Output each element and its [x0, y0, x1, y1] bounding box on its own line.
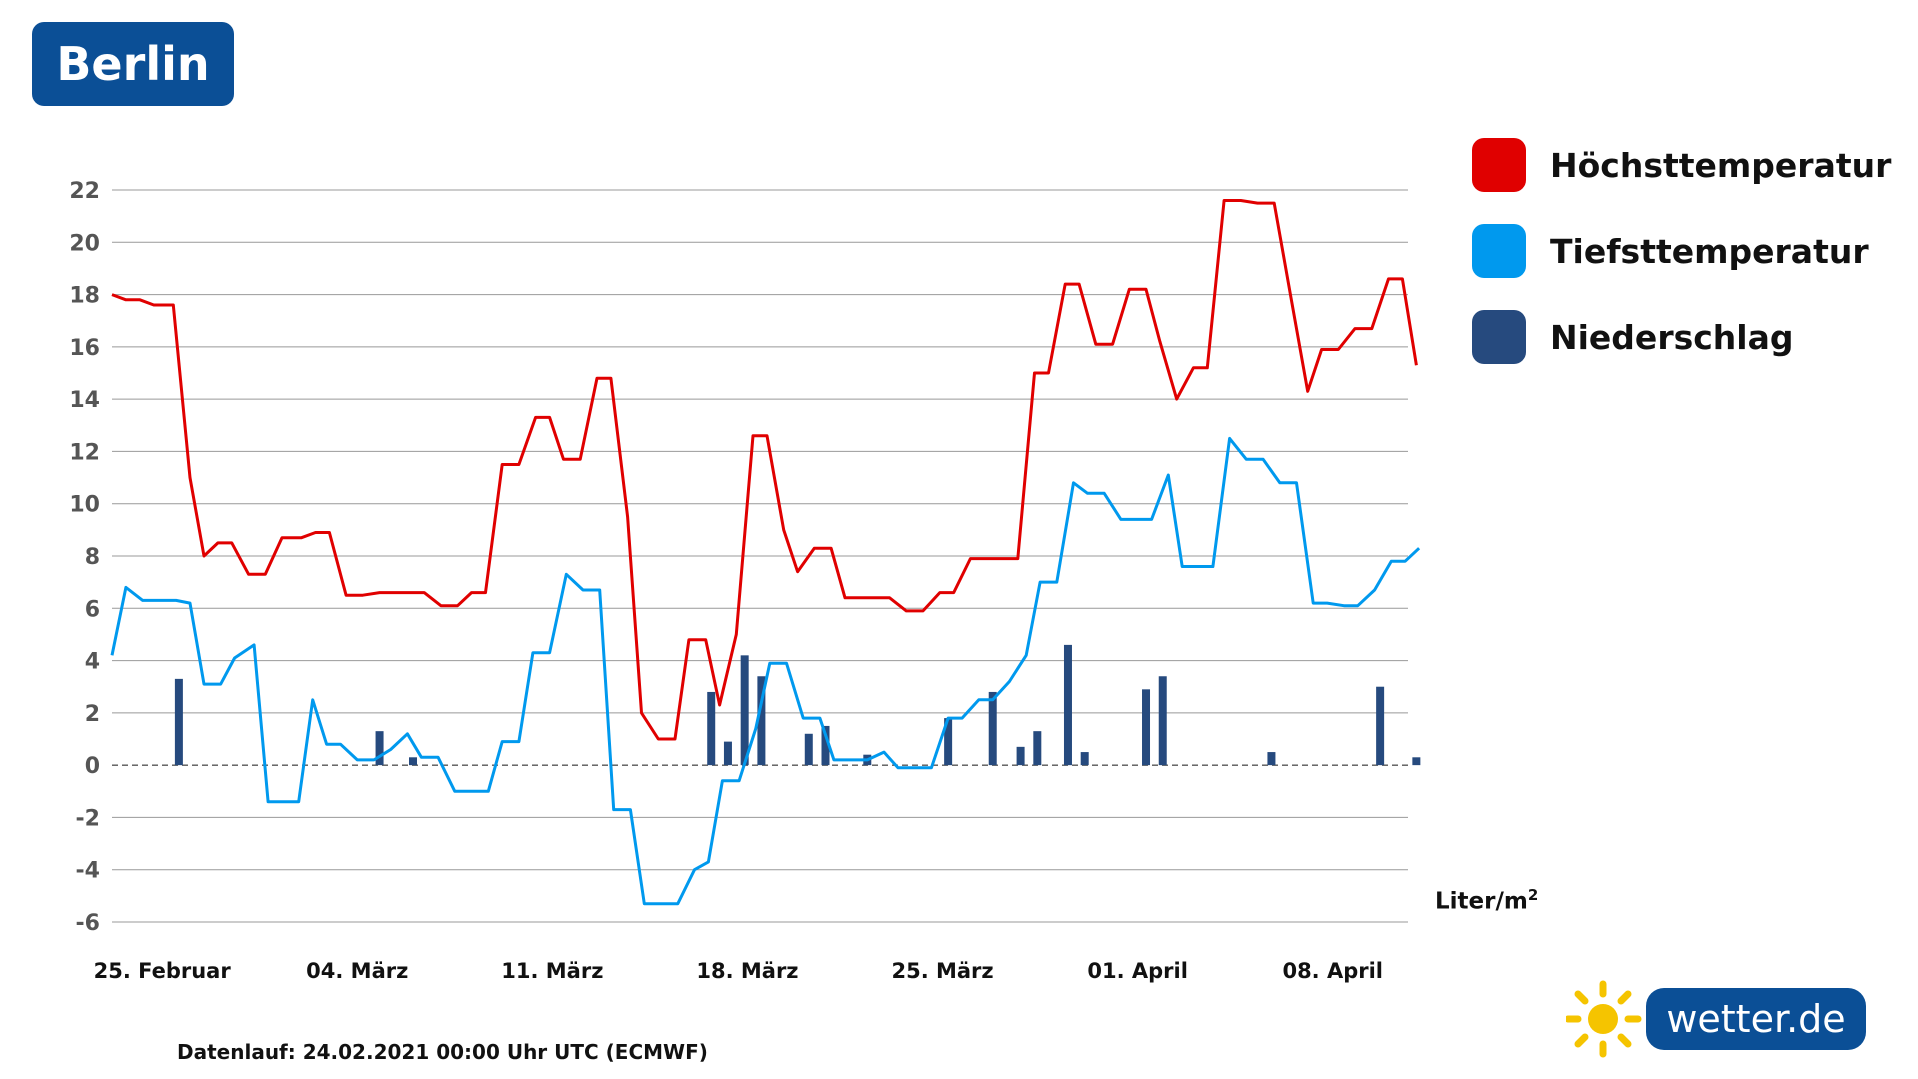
precipitation-bars — [174, 644, 1421, 766]
precip-bar — [1158, 676, 1167, 766]
legend-swatch-min-temp — [1472, 224, 1526, 278]
y-tick-label: -6 — [76, 911, 100, 936]
precip-bar — [1033, 731, 1042, 766]
legend-swatch-precip — [1472, 310, 1526, 364]
y-tick-label: 20 — [69, 231, 100, 256]
x-tick-label: 25. März — [891, 959, 993, 983]
min-temp-line — [110, 436, 1421, 906]
x-axis-ticks: 25. Februar 04. März 11. März 18. März 25. M… — [94, 959, 1383, 983]
x-tick-label: 18. März — [696, 959, 798, 983]
y-tick-label: 2 — [85, 702, 100, 727]
precip-bar — [723, 741, 732, 766]
legend-label-precip: Niederschlag — [1550, 317, 1794, 357]
legend-swatch-max-temp — [1472, 138, 1526, 192]
wetter-de-logo[interactable]: wetter.de — [1566, 980, 1866, 1058]
x-tick-label: 11. März — [501, 959, 603, 983]
x-tick-label: 08. April — [1282, 959, 1383, 983]
temperature-lines — [110, 199, 1421, 906]
precip-bar — [174, 678, 183, 766]
sun-icon — [1566, 980, 1642, 1058]
legend-item-max-temp: Höchsttemperatur — [1472, 136, 1891, 194]
precip-bar — [707, 691, 716, 766]
x-tick-label: 25. Februar — [94, 959, 232, 983]
y-tick-label: 10 — [69, 493, 100, 518]
unit-base: Liter/m — [1435, 888, 1528, 915]
legend-item-min-temp: Tiefsttemperatur — [1472, 222, 1891, 280]
precip-bar — [757, 676, 766, 766]
precip-bar — [1063, 644, 1072, 766]
precip-bar — [1412, 757, 1421, 766]
precip-bar — [821, 725, 830, 766]
precip-bar — [1376, 686, 1385, 766]
data-run-note: Datenlauf: 24.02.2021 00:00 Uhr UTC (ECM… — [177, 1040, 708, 1064]
city-title: Berlin — [32, 22, 234, 106]
x-tick-label: 04. März — [306, 959, 408, 983]
precip-bar — [944, 718, 953, 766]
precip-bar — [1267, 752, 1276, 766]
y-tick-label: 6 — [85, 597, 100, 622]
precip-bar — [740, 655, 749, 766]
y-tick-label: 18 — [69, 284, 100, 309]
precip-bar — [409, 757, 418, 766]
y-tick-label: 4 — [85, 650, 100, 675]
y-tick-label: 12 — [69, 440, 100, 465]
max-temp-line — [111, 199, 1418, 741]
precip-bar — [988, 691, 997, 766]
x-tick-label: 01. April — [1087, 959, 1188, 983]
precip-bar — [1016, 746, 1025, 766]
legend-item-precip: Niederschlag — [1472, 308, 1891, 366]
y-tick-label: 16 — [69, 336, 100, 361]
legend-label-min-temp: Tiefsttemperatur — [1550, 231, 1869, 271]
precip-bar — [804, 733, 813, 766]
y-tick-label: 0 — [85, 754, 100, 779]
y-tick-label: 22 — [69, 179, 100, 204]
precip-bar — [1142, 689, 1151, 766]
y-tick-label: -4 — [76, 859, 100, 884]
y-tick-label: 8 — [85, 545, 100, 570]
y-tick-label: 14 — [69, 388, 100, 413]
precip-bar — [1080, 752, 1089, 766]
legend-label-max-temp: Höchsttemperatur — [1550, 145, 1892, 185]
unit-superscript: 2 — [1527, 886, 1539, 904]
y-tick-label: -2 — [76, 806, 100, 831]
logo-wordmark: wetter.de — [1646, 988, 1866, 1050]
legend: Höchsttemperatur Tiefsttemperatur Nieder… — [1472, 136, 1891, 394]
precip-bar — [375, 731, 384, 766]
precip-unit-label: Liter/m2 — [1435, 886, 1538, 915]
